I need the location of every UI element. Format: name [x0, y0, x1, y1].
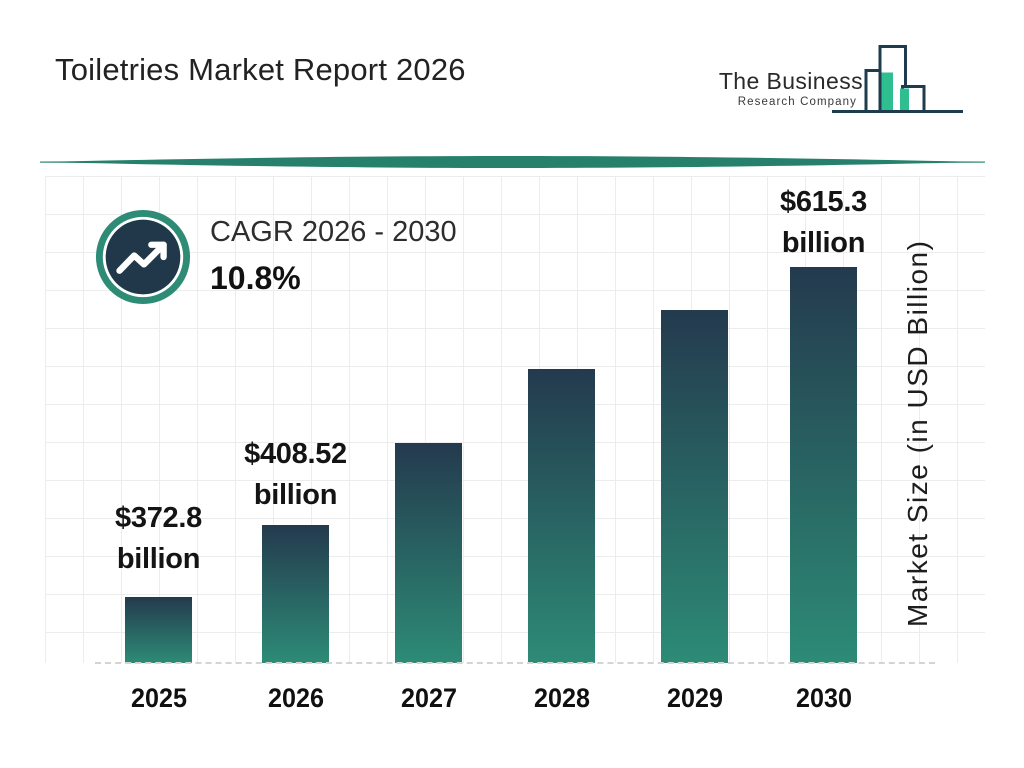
value-label-2026: $408.52 billion	[244, 438, 347, 511]
brand-name: The Business	[718, 68, 863, 94]
bar-2029	[661, 310, 728, 663]
x-tick-label-2030: 2030	[795, 683, 852, 713]
bar-2030	[790, 267, 857, 663]
y-axis-title: Market Size (in USD Billion)	[902, 239, 933, 627]
header-divider	[40, 156, 985, 168]
cagr-period-label: CAGR 2026 - 2030	[210, 216, 457, 248]
brand-subname: Research Company	[737, 96, 857, 108]
bar-2027	[395, 443, 462, 663]
x-tick-label-2029: 2029	[666, 683, 723, 713]
x-tick-label-2028: 2028	[533, 683, 590, 713]
trending-up-icon	[95, 209, 191, 305]
bar-2026	[262, 525, 329, 663]
x-tick-label-2027: 2027	[400, 683, 457, 713]
bar-2025	[125, 597, 192, 663]
value-label-2030: $615.3 billion	[780, 186, 867, 259]
x-axis-baseline	[95, 662, 935, 664]
page-title: Toiletries Market Report 2026	[55, 52, 466, 87]
cagr-value: 10.8%	[210, 260, 301, 296]
x-tick-label-2025: 2025	[130, 683, 187, 713]
logo-bars-icon	[832, 45, 963, 113]
bar-2028	[528, 369, 595, 663]
x-tick-label-2026: 2026	[267, 683, 324, 713]
value-label-2025: $372.8 billion	[115, 502, 202, 575]
market-size-chart: CAGR 2026 - 2030 10.8% 2025 $372.8 billion…	[0, 170, 1024, 768]
brand-logo-text: The Business Research Company	[700, 68, 863, 108]
